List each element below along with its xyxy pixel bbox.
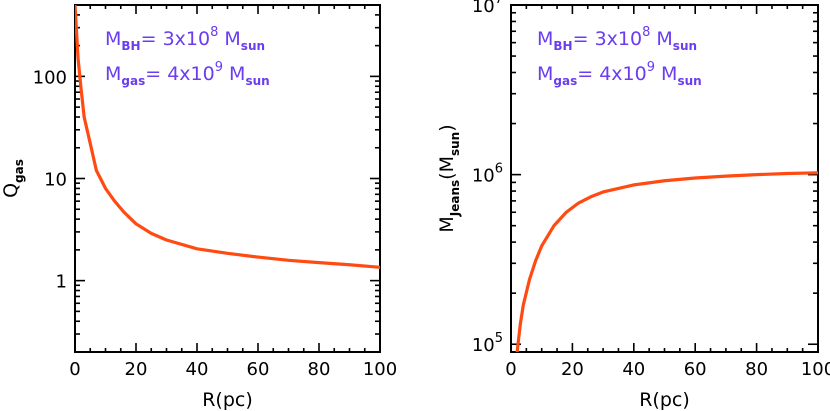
plot-frame (74, 4, 381, 353)
x-tick-label: 40 (622, 359, 645, 380)
x-tick-label: 0 (505, 359, 516, 380)
left-panel-qgas: 0 20 40 60 80 100 1 10 100 R(pc) Qgas MBH= 3x108 Ms… (0, 4, 397, 411)
y-tick-label: 106 (472, 162, 503, 187)
annotation-line: MBH= 3x108 Msun (105, 25, 265, 53)
plot-frame (510, 4, 819, 353)
annotation-line: Mgas= 4x109 Msun (105, 60, 270, 88)
x-tick-label: 40 (186, 359, 209, 380)
x-tick-label: 60 (684, 359, 707, 380)
annotation-line: Mgas= 4x109 Msun (537, 60, 702, 88)
x-tick-label: 0 (69, 359, 80, 380)
x-tick-label: 20 (561, 359, 584, 380)
x-axis-label: R(pc) (639, 389, 690, 411)
right-panel-mjeans: 0 20 40 60 80 100 105 106 107 R(pc) MJeans(Msun) MB… (436, 0, 830, 411)
y-tick-label: 1 (56, 272, 67, 293)
y-axis-label: Qgas (0, 159, 26, 198)
y-tick-label: 105 (472, 331, 503, 356)
annotation-line: MBH= 3x108 Msun (537, 25, 697, 53)
series-line-q-gas (75, 5, 380, 269)
series-line-m-jeans (515, 171, 818, 352)
y-tick-label: 10 (44, 170, 67, 191)
x-tick-label: 20 (125, 359, 148, 380)
x-tick-label: 60 (247, 359, 270, 380)
x-tick-label: 100 (801, 359, 830, 380)
x-tick-label: 100 (363, 359, 397, 380)
y-axis-label: MJeans(Msun) (436, 124, 462, 232)
x-axis-label: R(pc) (202, 389, 253, 411)
y-tick-label: 107 (472, 0, 503, 17)
x-tick-label: 80 (745, 359, 768, 380)
y-tick-label: 100 (33, 67, 67, 88)
x-tick-label: 80 (308, 359, 331, 380)
